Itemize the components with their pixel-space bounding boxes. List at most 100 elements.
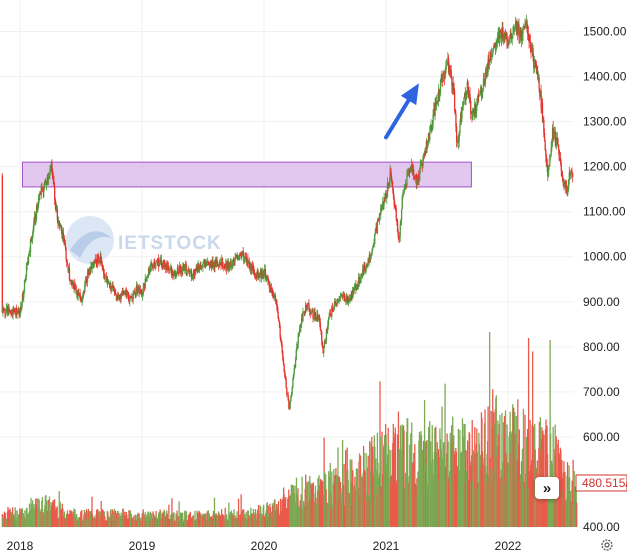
volume-bar [407,418,409,527]
price-candle [374,234,376,245]
price-candle [417,175,420,181]
price-candle [555,137,558,146]
price-candle [568,172,570,180]
gear-icon[interactable] [600,538,614,552]
price-candle [27,262,29,264]
price-candle [306,307,308,311]
volume-bar [71,514,74,527]
price-candle [186,271,188,274]
price-candle [39,192,42,195]
price-candle [386,182,389,197]
price-candle [101,262,103,265]
volume-bar [158,511,160,527]
price-candle [380,207,383,210]
price-candle [37,205,39,211]
price-candle [427,142,429,148]
price-candle [510,36,513,39]
price-candle [435,103,437,105]
price-candle [247,261,250,264]
price-candle [333,301,336,307]
price-candle [354,284,356,286]
price-candle [104,276,106,278]
price-candle [499,31,501,40]
price-candle [401,196,403,210]
volume-bar [341,439,344,527]
price-candle [525,21,528,24]
price-candle [75,285,77,294]
price-candle [458,132,460,141]
price-candle [163,261,165,264]
price-candle [15,307,18,315]
price-candle [74,283,76,291]
price-candle [368,254,371,262]
price-candle [233,260,236,262]
price-candle [455,126,458,142]
price-candle [300,324,302,328]
price-candle [322,346,324,354]
trend-arrow-layer [384,83,419,140]
volume-bar [91,496,93,527]
price-candle [288,408,291,409]
y-tick-label: 1400.00 [583,70,627,84]
price-candle [142,287,144,295]
price-candle [121,291,123,296]
price-candle [272,291,274,296]
price-candle [553,130,556,133]
price-candle [552,127,554,138]
price-candle [352,290,354,294]
price-candle [220,262,222,266]
price-candle [533,56,535,68]
price-candle [174,270,177,277]
scroll-to-latest-button[interactable]: » [535,477,559,499]
price-candle [149,272,151,273]
price-candle [173,272,175,276]
price-candle [397,231,399,237]
price-candle [280,337,282,342]
price-candle [370,255,372,258]
price-candle [429,128,432,133]
price-candle [519,28,522,36]
price-candle [309,311,311,314]
price-candle [418,180,420,181]
price-candle [138,286,140,294]
price-candle [24,279,26,281]
price-candle [99,255,101,262]
price-candle [443,72,445,77]
price-candle [198,264,200,269]
price-candle [344,300,346,302]
price-candle [467,81,469,93]
price-candle [2,308,4,313]
price-candle [56,209,59,220]
price-candle [71,282,73,285]
price-candle [526,21,528,26]
price-candle [473,109,475,114]
price-candle [553,132,555,138]
price-candle [564,181,566,188]
volume-bar [350,481,352,527]
price-candle [149,264,152,273]
price-candle [419,165,422,169]
price-candle [375,227,377,230]
price-candle [329,313,332,315]
price-candle [41,187,43,189]
price-candle [8,307,10,311]
price-candle [219,263,221,265]
price-candle [466,81,469,91]
price-candle [184,264,186,271]
price-candle [165,265,167,267]
price-candle [483,78,485,84]
price-candle [282,359,285,365]
price-candle [510,34,512,37]
price-candle [253,274,256,275]
price-candle [335,305,338,306]
price-candle [560,163,562,171]
price-candle [10,313,12,315]
price-candle [294,367,296,369]
price-candle [204,261,206,264]
volume-bar [73,508,75,527]
price-candle [108,283,110,284]
price-candle [46,176,48,185]
price-candle [260,269,263,278]
price-candle [69,279,71,282]
